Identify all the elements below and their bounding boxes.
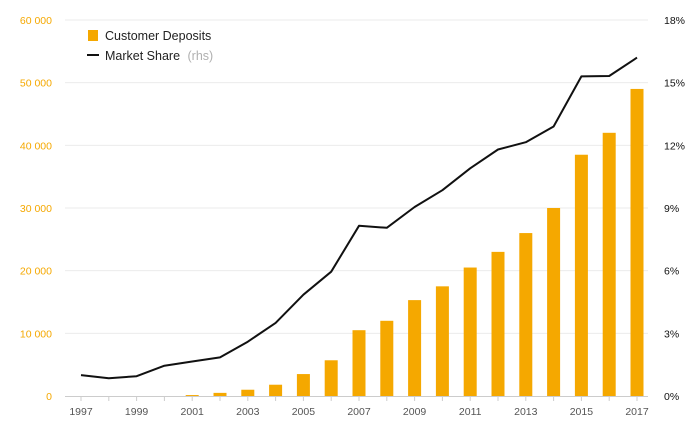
market-share-line: [80, 56, 638, 380]
y-right-tick-label: 12%: [664, 140, 685, 152]
y-right-tick-label: 9%: [664, 203, 679, 215]
x-tick-label: 2003: [236, 406, 260, 418]
axes: 0 10 000 20 000 30 000 40 000 50 000 60 000 0% 3…: [20, 15, 685, 418]
legend-label-customer-deposits: Customer Deposits: [105, 29, 211, 43]
bar: [352, 330, 366, 396]
y-left-tick-label: 20 000: [20, 266, 52, 278]
bar: [519, 233, 533, 396]
x-tick-label: 2001: [181, 406, 205, 418]
y-right-tick-label: 3%: [664, 328, 679, 340]
y-right-tick-label: 15%: [664, 78, 685, 90]
x-tick-label: 2013: [514, 406, 538, 418]
y-right-tick-label: 0%: [664, 391, 679, 403]
y-left-tick-label: 50 000: [20, 78, 52, 90]
y-left-tick-label: 60 000: [20, 15, 52, 27]
bar: [408, 300, 422, 396]
legend-label-market-share-name: Market Share: [105, 49, 180, 63]
x-tick-label: 2011: [459, 406, 482, 418]
x-tick-label: 2015: [570, 406, 594, 418]
y-left-tick-label: 0: [46, 391, 52, 403]
legend-label-market-share: Market Share (rhs): [105, 49, 213, 63]
y-left-tick-label: 10 000: [20, 328, 52, 340]
bar: [574, 154, 588, 396]
bar: [463, 267, 477, 396]
y-right-tick-label: 18%: [664, 15, 685, 27]
y-left-tick-label: 30 000: [20, 203, 52, 215]
gridlines: [65, 19, 648, 334]
x-tick-label: 1999: [125, 406, 149, 418]
legend-swatch-customer-deposits: [88, 30, 98, 41]
bar: [547, 208, 561, 396]
bar: [269, 384, 283, 396]
legend: Customer Deposits Market Share (rhs): [87, 29, 213, 63]
line-series-market-share: [80, 56, 638, 380]
bar-series-customer-deposits: [185, 88, 644, 397]
bar: [630, 88, 644, 396]
bar: [213, 392, 227, 396]
bar: [241, 389, 255, 396]
bar: [185, 395, 199, 396]
bar: [491, 251, 505, 396]
x-tick-label: 1997: [69, 406, 93, 418]
x-tick-label: 2017: [625, 406, 649, 418]
y-left-tick-label: 40 000: [20, 140, 52, 152]
bar: [296, 374, 310, 396]
bar: [324, 360, 338, 396]
x-tick-label: 2009: [403, 406, 427, 418]
y-right-tick-label: 6%: [664, 266, 679, 278]
x-tick-label: 2005: [292, 406, 316, 418]
bar: [602, 132, 616, 397]
bar: [380, 320, 394, 396]
x-tick-label: 2007: [347, 406, 371, 418]
bar: [435, 286, 449, 396]
legend-label-market-share-suffix: (rhs): [188, 49, 214, 63]
